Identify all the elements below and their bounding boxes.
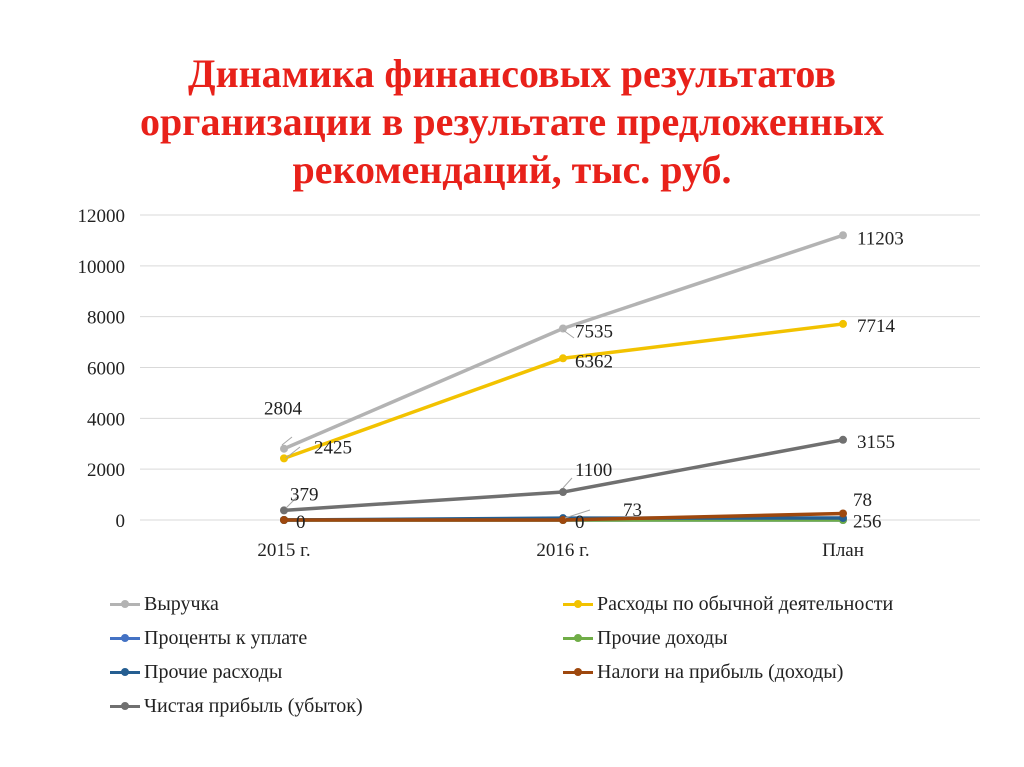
legend-label: Расходы по обычной деятельности — [597, 592, 894, 615]
series-line — [283, 322, 844, 461]
legend-label: Выручка — [144, 592, 219, 615]
data-label: 0 — [296, 512, 306, 533]
leader-line — [562, 329, 575, 339]
data-point — [280, 516, 288, 524]
series-line — [283, 438, 844, 513]
legend-label: Прочие расходы — [144, 660, 283, 683]
data-point — [839, 319, 847, 328]
data-label: 6362 — [575, 351, 613, 372]
legend-label: Прочие доходы — [597, 626, 728, 649]
x-tick-label: План — [822, 540, 864, 561]
data-label: 3155 — [857, 432, 895, 453]
data-label: 78 — [853, 490, 872, 511]
legend-item: Чистая прибыль (убыток) — [110, 690, 563, 722]
title-line-3: рекомендаций, тыс. руб. — [292, 147, 732, 192]
data-label: 256 — [853, 511, 882, 532]
title-line-2: организации в результате предложенных — [140, 99, 884, 144]
leader-line — [285, 496, 298, 509]
data-point — [839, 435, 847, 444]
data-point — [280, 444, 288, 453]
legend-item: Выручка — [110, 588, 563, 620]
data-point — [280, 454, 288, 463]
legend-swatch — [110, 701, 140, 710]
series-line — [283, 233, 844, 451]
legend-label: Чистая прибыль (убыток) — [144, 694, 363, 717]
x-tick-label: 2016 г. — [536, 540, 589, 561]
data-point — [559, 488, 567, 497]
leader-line — [281, 436, 293, 446]
data-point — [280, 506, 288, 515]
data-label: 2804 — [264, 399, 303, 420]
data-label: 0 — [575, 512, 585, 533]
legend: Выручка Расходы по обычной деятельности Пр… — [110, 588, 970, 722]
legend-swatch — [110, 599, 140, 608]
legend-label: Проценты к уплате — [144, 626, 308, 649]
data-label: 73 — [623, 500, 642, 521]
data-label: 11203 — [857, 228, 904, 249]
y-tick-label: 0 — [116, 511, 126, 532]
data-point — [839, 231, 847, 240]
title-line-1: Динамика финансовых результатов — [188, 51, 836, 96]
y-tick-label: 12000 — [78, 206, 126, 227]
legend-item: Прочие расходы — [110, 656, 563, 688]
legend-label: Налоги на прибыль (доходы) — [597, 660, 844, 683]
y-tick-label: 8000 — [87, 308, 125, 329]
y-tick-label: 6000 — [87, 359, 125, 380]
legend-swatch — [563, 633, 593, 642]
data-label: 7714 — [857, 316, 896, 337]
data-point — [559, 516, 567, 524]
legend-item: Проценты к уплате — [110, 622, 563, 654]
leader-line — [564, 509, 591, 519]
data-point — [839, 509, 847, 518]
data-label: 1100 — [575, 460, 612, 481]
legend-swatch — [563, 667, 593, 676]
legend-item: Налоги на прибыль (доходы) — [563, 656, 963, 688]
legend-item: Прочие доходы — [563, 622, 963, 654]
data-label: 379 — [290, 484, 319, 505]
data-point — [559, 324, 567, 333]
legend-swatch — [563, 599, 593, 608]
legend-item: Расходы по обычной деятельности — [563, 588, 963, 620]
y-tick-label: 2000 — [87, 460, 125, 481]
y-tick-label: 4000 — [87, 409, 125, 430]
data-label: 2425 — [314, 437, 352, 458]
data-point — [559, 354, 567, 363]
legend-swatch — [110, 667, 140, 676]
legend-swatch — [110, 633, 140, 642]
data-label: 7535 — [575, 321, 613, 342]
x-tick-label: 2015 г. — [257, 540, 310, 561]
leader-line — [285, 446, 301, 459]
y-tick-label: 10000 — [78, 257, 126, 278]
chart-title: Динамика финансовых результатов организа… — [0, 50, 1024, 194]
leader-line — [562, 477, 573, 489]
